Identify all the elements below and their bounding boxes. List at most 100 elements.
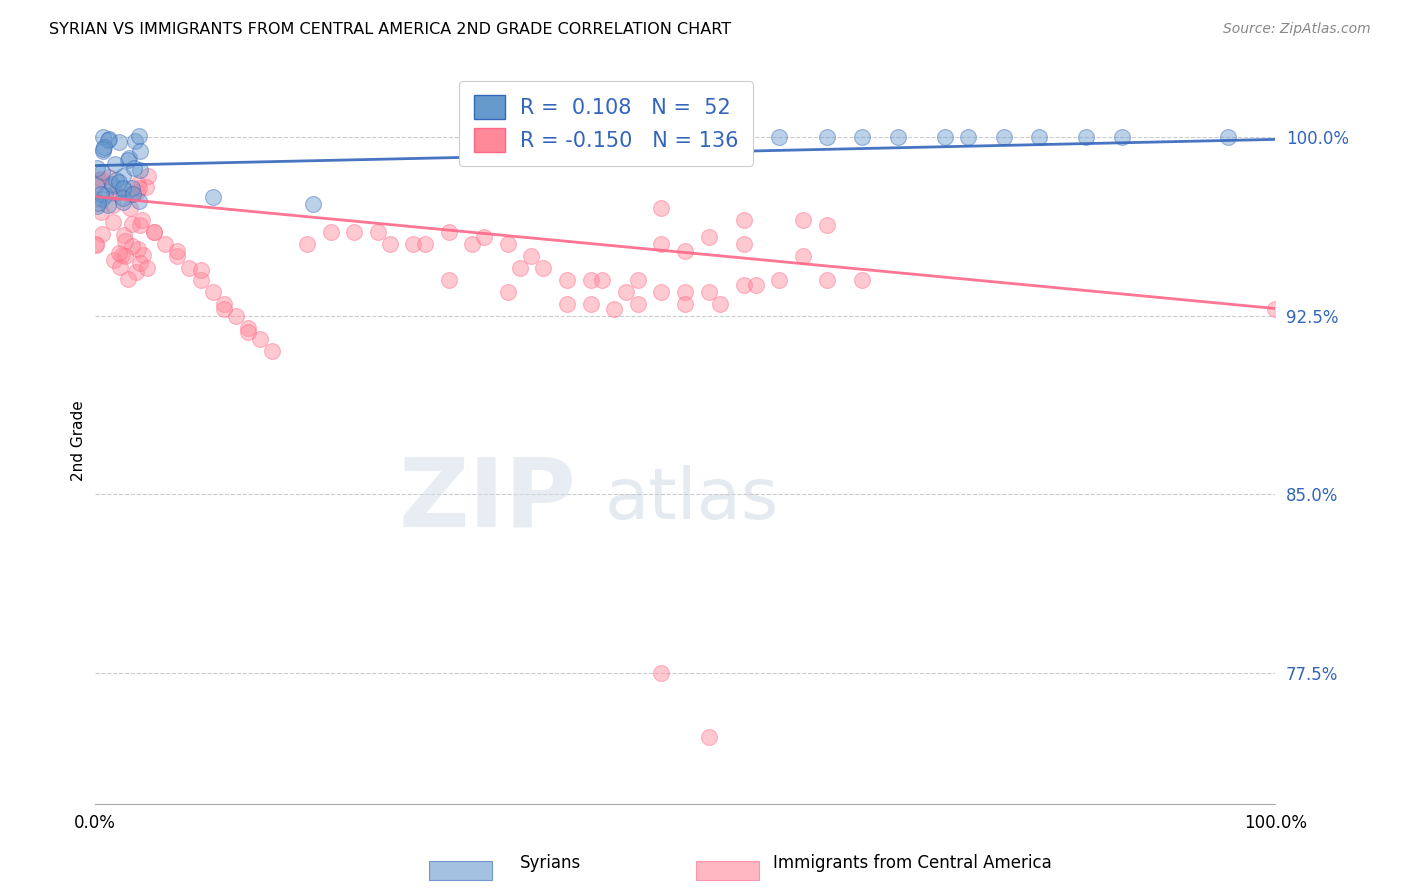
Point xyxy=(103,252,125,267)
Point xyxy=(135,179,157,194)
Point xyxy=(792,213,814,227)
Point xyxy=(111,248,134,262)
Point xyxy=(101,197,124,211)
Point xyxy=(627,297,650,311)
Point xyxy=(851,130,873,145)
Point xyxy=(260,344,283,359)
Point xyxy=(129,255,152,269)
Point xyxy=(733,130,755,145)
Point xyxy=(87,173,110,187)
Point xyxy=(249,333,271,347)
Point xyxy=(1076,130,1098,145)
Point xyxy=(86,196,108,211)
Point xyxy=(614,285,637,299)
Point xyxy=(402,237,425,252)
Point xyxy=(114,234,136,248)
Point xyxy=(117,153,139,167)
Point xyxy=(555,273,578,287)
Point xyxy=(125,186,148,200)
Point xyxy=(91,142,114,156)
Point xyxy=(768,273,790,287)
Point xyxy=(214,301,236,316)
Point xyxy=(934,130,956,145)
Point xyxy=(83,192,105,206)
Point xyxy=(378,237,401,252)
Point xyxy=(112,191,135,205)
Point xyxy=(122,161,145,175)
Point xyxy=(650,237,672,252)
Point xyxy=(97,132,120,146)
Point xyxy=(118,151,141,165)
Point xyxy=(201,285,224,299)
Point xyxy=(367,225,389,239)
Point xyxy=(132,248,155,262)
Point xyxy=(1111,130,1133,145)
Point xyxy=(108,136,131,150)
Point xyxy=(413,237,436,252)
Point xyxy=(136,169,159,183)
Point xyxy=(733,213,755,227)
Point xyxy=(236,320,259,334)
Point xyxy=(579,297,602,311)
Point xyxy=(1218,130,1240,145)
Point xyxy=(697,285,720,299)
Point xyxy=(673,297,696,311)
Point xyxy=(851,273,873,287)
Point xyxy=(108,260,131,274)
Point xyxy=(733,237,755,252)
Point xyxy=(91,145,114,159)
Point xyxy=(101,178,124,192)
Point xyxy=(555,297,578,311)
Point xyxy=(461,130,484,145)
Point xyxy=(90,186,112,201)
Point xyxy=(201,189,224,203)
Point xyxy=(650,665,672,680)
Point xyxy=(86,161,108,176)
Text: Source: ZipAtlas.com: Source: ZipAtlas.com xyxy=(1223,22,1371,37)
Point xyxy=(101,178,124,193)
Point xyxy=(591,273,613,287)
Point xyxy=(815,273,838,287)
Point xyxy=(886,130,908,145)
Point xyxy=(993,130,1015,145)
Point xyxy=(1028,130,1050,145)
Point xyxy=(91,129,114,144)
Point xyxy=(673,244,696,259)
Point xyxy=(101,215,124,229)
Point xyxy=(104,186,127,201)
Point xyxy=(697,731,720,745)
Point xyxy=(792,249,814,263)
Point xyxy=(673,285,696,299)
Point xyxy=(93,187,115,202)
Point xyxy=(733,277,755,292)
Point xyxy=(117,272,139,286)
Point xyxy=(121,239,143,253)
Point xyxy=(105,173,128,187)
Point xyxy=(112,194,135,209)
Y-axis label: 2nd Grade: 2nd Grade xyxy=(72,401,86,481)
Point xyxy=(104,157,127,171)
Point xyxy=(111,169,134,183)
Point xyxy=(86,238,108,252)
Point xyxy=(697,130,720,145)
Point xyxy=(295,237,318,252)
Point xyxy=(121,181,143,195)
Point xyxy=(121,217,143,231)
Point xyxy=(118,202,141,216)
Point xyxy=(114,249,136,263)
Point xyxy=(127,242,149,256)
Point xyxy=(129,145,152,159)
Point xyxy=(129,163,152,178)
Point xyxy=(343,225,366,239)
Point xyxy=(128,180,150,194)
Point xyxy=(97,198,120,212)
Point xyxy=(120,186,142,201)
Point xyxy=(87,178,110,192)
Point xyxy=(136,261,159,276)
Point xyxy=(815,130,838,145)
Point xyxy=(437,273,460,287)
Point xyxy=(90,205,112,219)
Point xyxy=(98,169,121,184)
Point xyxy=(142,225,165,239)
Text: SYRIAN VS IMMIGRANTS FROM CENTRAL AMERICA 2ND GRADE CORRELATION CHART: SYRIAN VS IMMIGRANTS FROM CENTRAL AMERIC… xyxy=(49,22,731,37)
